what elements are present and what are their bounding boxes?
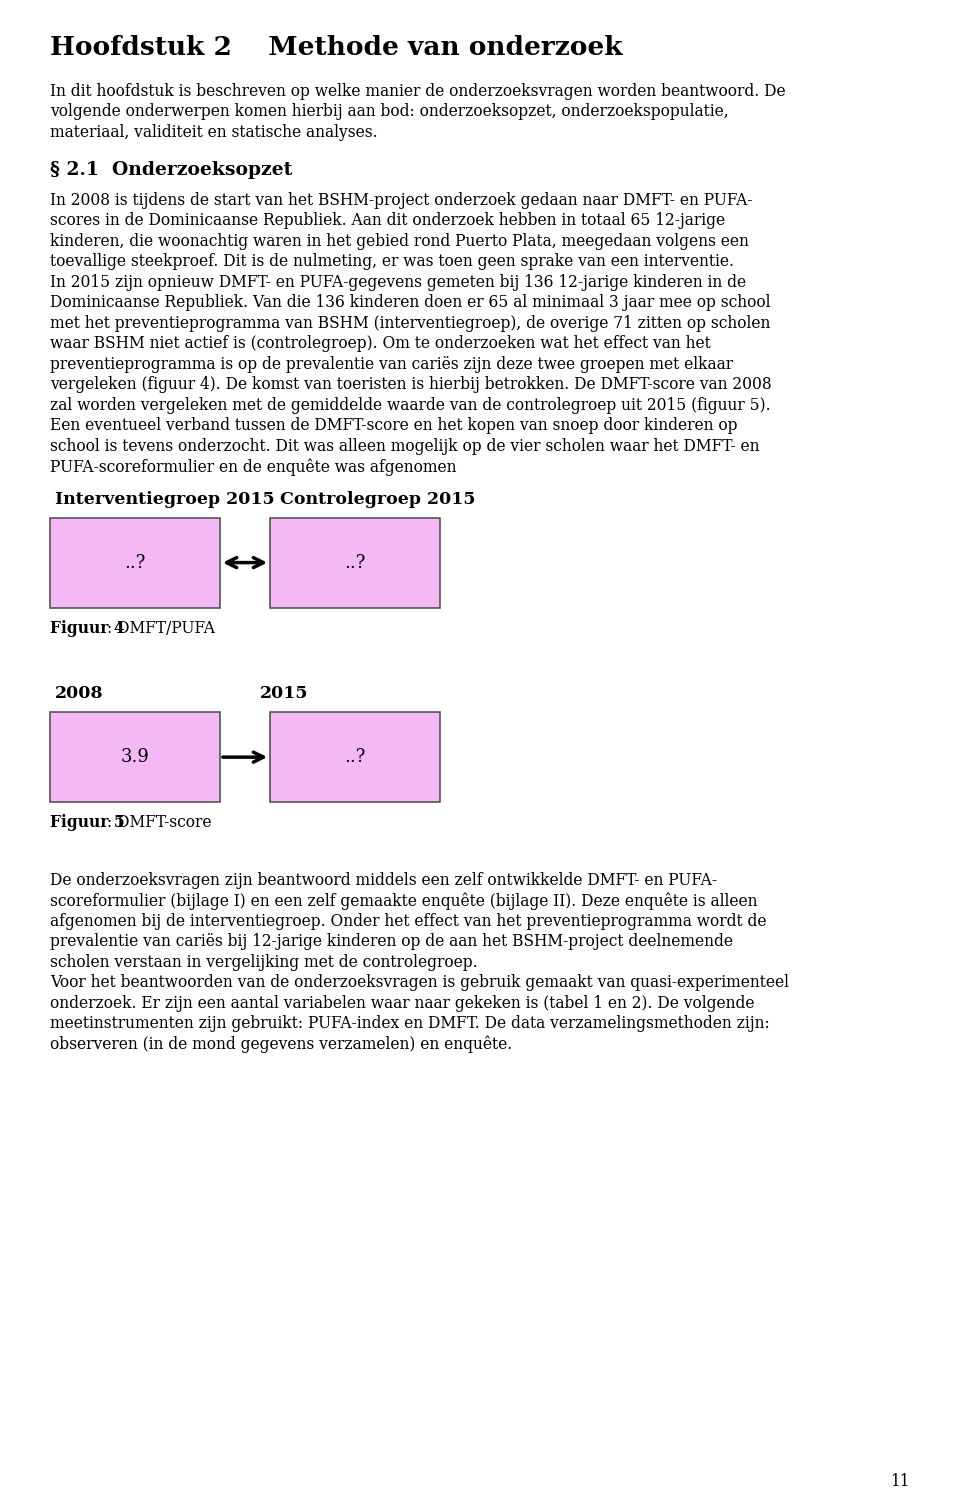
- Text: PUFA-scoreformulier en de enquête was afgenomen: PUFA-scoreformulier en de enquête was af…: [50, 458, 457, 476]
- Text: Dominicaanse Republiek. Van die 136 kinderen doen er 65 al minimaal 3 jaar mee o: Dominicaanse Republiek. Van die 136 kind…: [50, 294, 771, 311]
- Bar: [270, 713, 440, 802]
- Text: materiaal, validiteit en statische analyses.: materiaal, validiteit en statische analy…: [50, 124, 377, 140]
- Text: 2008: 2008: [55, 686, 104, 702]
- Text: Interventiegroep 2015: Interventiegroep 2015: [55, 491, 275, 507]
- Text: Een eventueel verband tussen de DMFT-score en het kopen van snoep door kinderen : Een eventueel verband tussen de DMFT-sco…: [50, 417, 737, 435]
- Bar: [50, 713, 220, 802]
- Text: volgende onderwerpen komen hierbij aan bod: onderzoeksopzet, onderzoekspopulatie: volgende onderwerpen komen hierbij aan b…: [50, 104, 729, 121]
- Text: scoreformulier (bijlage I) en een zelf gemaakte enquête (bijlage II). Deze enquê: scoreformulier (bijlage I) en een zelf g…: [50, 892, 757, 911]
- Text: scores in de Dominicaanse Republiek. Aan dit onderzoek hebben in totaal 65 12-ja: scores in de Dominicaanse Republiek. Aan…: [50, 211, 725, 230]
- Text: In 2015 zijn opnieuw DMFT- en PUFA-gegevens gemeten bij 136 12-jarige kinderen i: In 2015 zijn opnieuw DMFT- en PUFA-gegev…: [50, 273, 746, 290]
- Text: 2015: 2015: [260, 686, 308, 702]
- Text: onderzoek. Er zijn een aantal variabelen waar naar gekeken is (tabel 1 en 2). De: onderzoek. Er zijn een aantal variabelen…: [50, 995, 755, 1012]
- Text: waar BSHM niet actief is (controlegroep). Om te onderzoeken wat het effect van h: waar BSHM niet actief is (controlegroep)…: [50, 335, 710, 352]
- Text: school is tevens onderzocht. Dit was alleen mogelijk op de vier scholen waar het: school is tevens onderzocht. Dit was all…: [50, 438, 759, 455]
- Text: scholen verstaan in vergelijking met de controlegroep.: scholen verstaan in vergelijking met de …: [50, 954, 478, 971]
- Text: In dit hoofdstuk is beschreven op welke manier de onderzoeksvragen worden beantw: In dit hoofdstuk is beschreven op welke …: [50, 83, 785, 100]
- Text: afgenomen bij de interventiegroep. Onder het effect van het preventieprogramma w: afgenomen bij de interventiegroep. Onder…: [50, 914, 766, 930]
- Text: ..?: ..?: [345, 554, 366, 572]
- Text: 3.9: 3.9: [121, 747, 150, 766]
- Text: meetinstrumenten zijn gebruikt: PUFA-index en DMFT. De data verzamelingsmethoden: meetinstrumenten zijn gebruikt: PUFA-ind…: [50, 1015, 770, 1033]
- Text: Controlegroep 2015: Controlegroep 2015: [280, 491, 475, 507]
- Text: Voor het beantwoorden van de onderzoeksvragen is gebruik gemaakt van quasi-exper: Voor het beantwoorden van de onderzoeksv…: [50, 974, 789, 992]
- Text: 11: 11: [891, 1472, 910, 1490]
- Text: ..?: ..?: [345, 747, 366, 766]
- Text: In 2008 is tijdens de start van het BSHM-project onderzoek gedaan naar DMFT- en : In 2008 is tijdens de start van het BSHM…: [50, 192, 753, 208]
- Text: : DMFT-score: : DMFT-score: [107, 814, 211, 832]
- Text: vergeleken (figuur 4). De komst van toeristen is hierbij betrokken. De DMFT-scor: vergeleken (figuur 4). De komst van toer…: [50, 376, 772, 393]
- Text: preventieprogramma is op de prevalentie van cariës zijn deze twee groepen met el: preventieprogramma is op de prevalentie …: [50, 356, 733, 373]
- Bar: [50, 518, 220, 607]
- Text: prevalentie van cariës bij 12-jarige kinderen op de aan het BSHM-project deelnem: prevalentie van cariës bij 12-jarige kin…: [50, 933, 733, 950]
- Text: Hoofdstuk 2    Methode van onderzoek: Hoofdstuk 2 Methode van onderzoek: [50, 35, 623, 60]
- Text: : DMFT/PUFA: : DMFT/PUFA: [107, 621, 215, 637]
- Text: Figuur 4: Figuur 4: [50, 621, 125, 637]
- Text: observeren (in de mond gegevens verzamelen) en enquête.: observeren (in de mond gegevens verzamel…: [50, 1036, 513, 1054]
- Text: kinderen, die woonachtig waren in het gebied rond Puerto Plata, meegedaan volgen: kinderen, die woonachtig waren in het ge…: [50, 233, 749, 249]
- Text: met het preventieprogramma van BSHM (interventiegroep), de overige 71 zitten op : met het preventieprogramma van BSHM (int…: [50, 314, 770, 332]
- Text: ..?: ..?: [124, 554, 146, 572]
- Text: Figuur 5: Figuur 5: [50, 814, 125, 832]
- Bar: [270, 518, 440, 607]
- Text: zal worden vergeleken met de gemiddelde waarde van de controlegroep uit 2015 (fi: zal worden vergeleken met de gemiddelde …: [50, 397, 771, 414]
- Text: De onderzoeksvragen zijn beantwoord middels een zelf ontwikkelde DMFT- en PUFA-: De onderzoeksvragen zijn beantwoord midd…: [50, 871, 717, 889]
- Text: § 2.1  Onderzoeksopzet: § 2.1 Onderzoeksopzet: [50, 162, 293, 178]
- Text: toevallige steekproef. Dit is de nulmeting, er was toen geen sprake van een inte: toevallige steekproef. Dit is de nulmeti…: [50, 254, 734, 270]
